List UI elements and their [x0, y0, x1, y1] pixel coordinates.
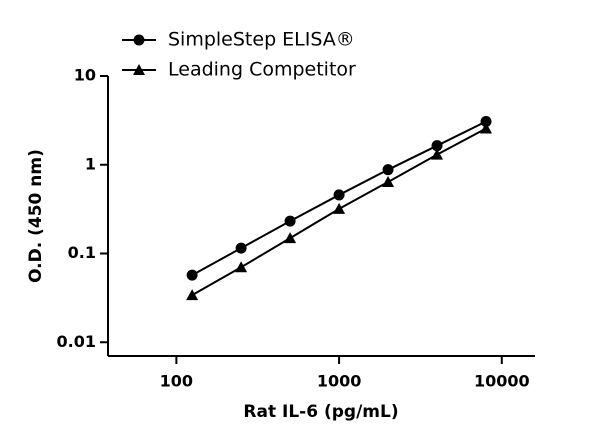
- marker: [431, 140, 443, 152]
- x-tick-label: 1000: [317, 372, 362, 391]
- legend-marker: [133, 64, 145, 75]
- x-tick-label: 10000: [474, 372, 530, 391]
- marker: [333, 202, 346, 214]
- marker: [382, 164, 394, 176]
- marker: [186, 289, 199, 301]
- legend-label: Leading Competitor: [168, 59, 356, 81]
- y-axis-label: O.D. (450 nm): [26, 149, 46, 283]
- x-tick-label: 100: [160, 372, 193, 391]
- marker: [235, 261, 248, 273]
- marker: [333, 189, 345, 201]
- y-tick-label: 0.01: [57, 332, 96, 351]
- marker: [480, 116, 492, 128]
- y-tick-label: 1: [85, 154, 96, 173]
- legend-marker: [133, 34, 145, 46]
- legend-label: SimpleStep ELISA®: [168, 29, 355, 51]
- marker: [235, 242, 247, 254]
- marker: [186, 269, 198, 281]
- marker: [284, 232, 297, 244]
- x-axis-label: Rat IL-6 (pg/mL): [243, 402, 398, 422]
- marker: [431, 148, 444, 160]
- marker: [284, 215, 296, 227]
- y-tick-label: 10: [74, 66, 96, 85]
- y-tick-label: 0.1: [68, 243, 96, 262]
- marker: [480, 122, 493, 134]
- marker: [382, 175, 395, 187]
